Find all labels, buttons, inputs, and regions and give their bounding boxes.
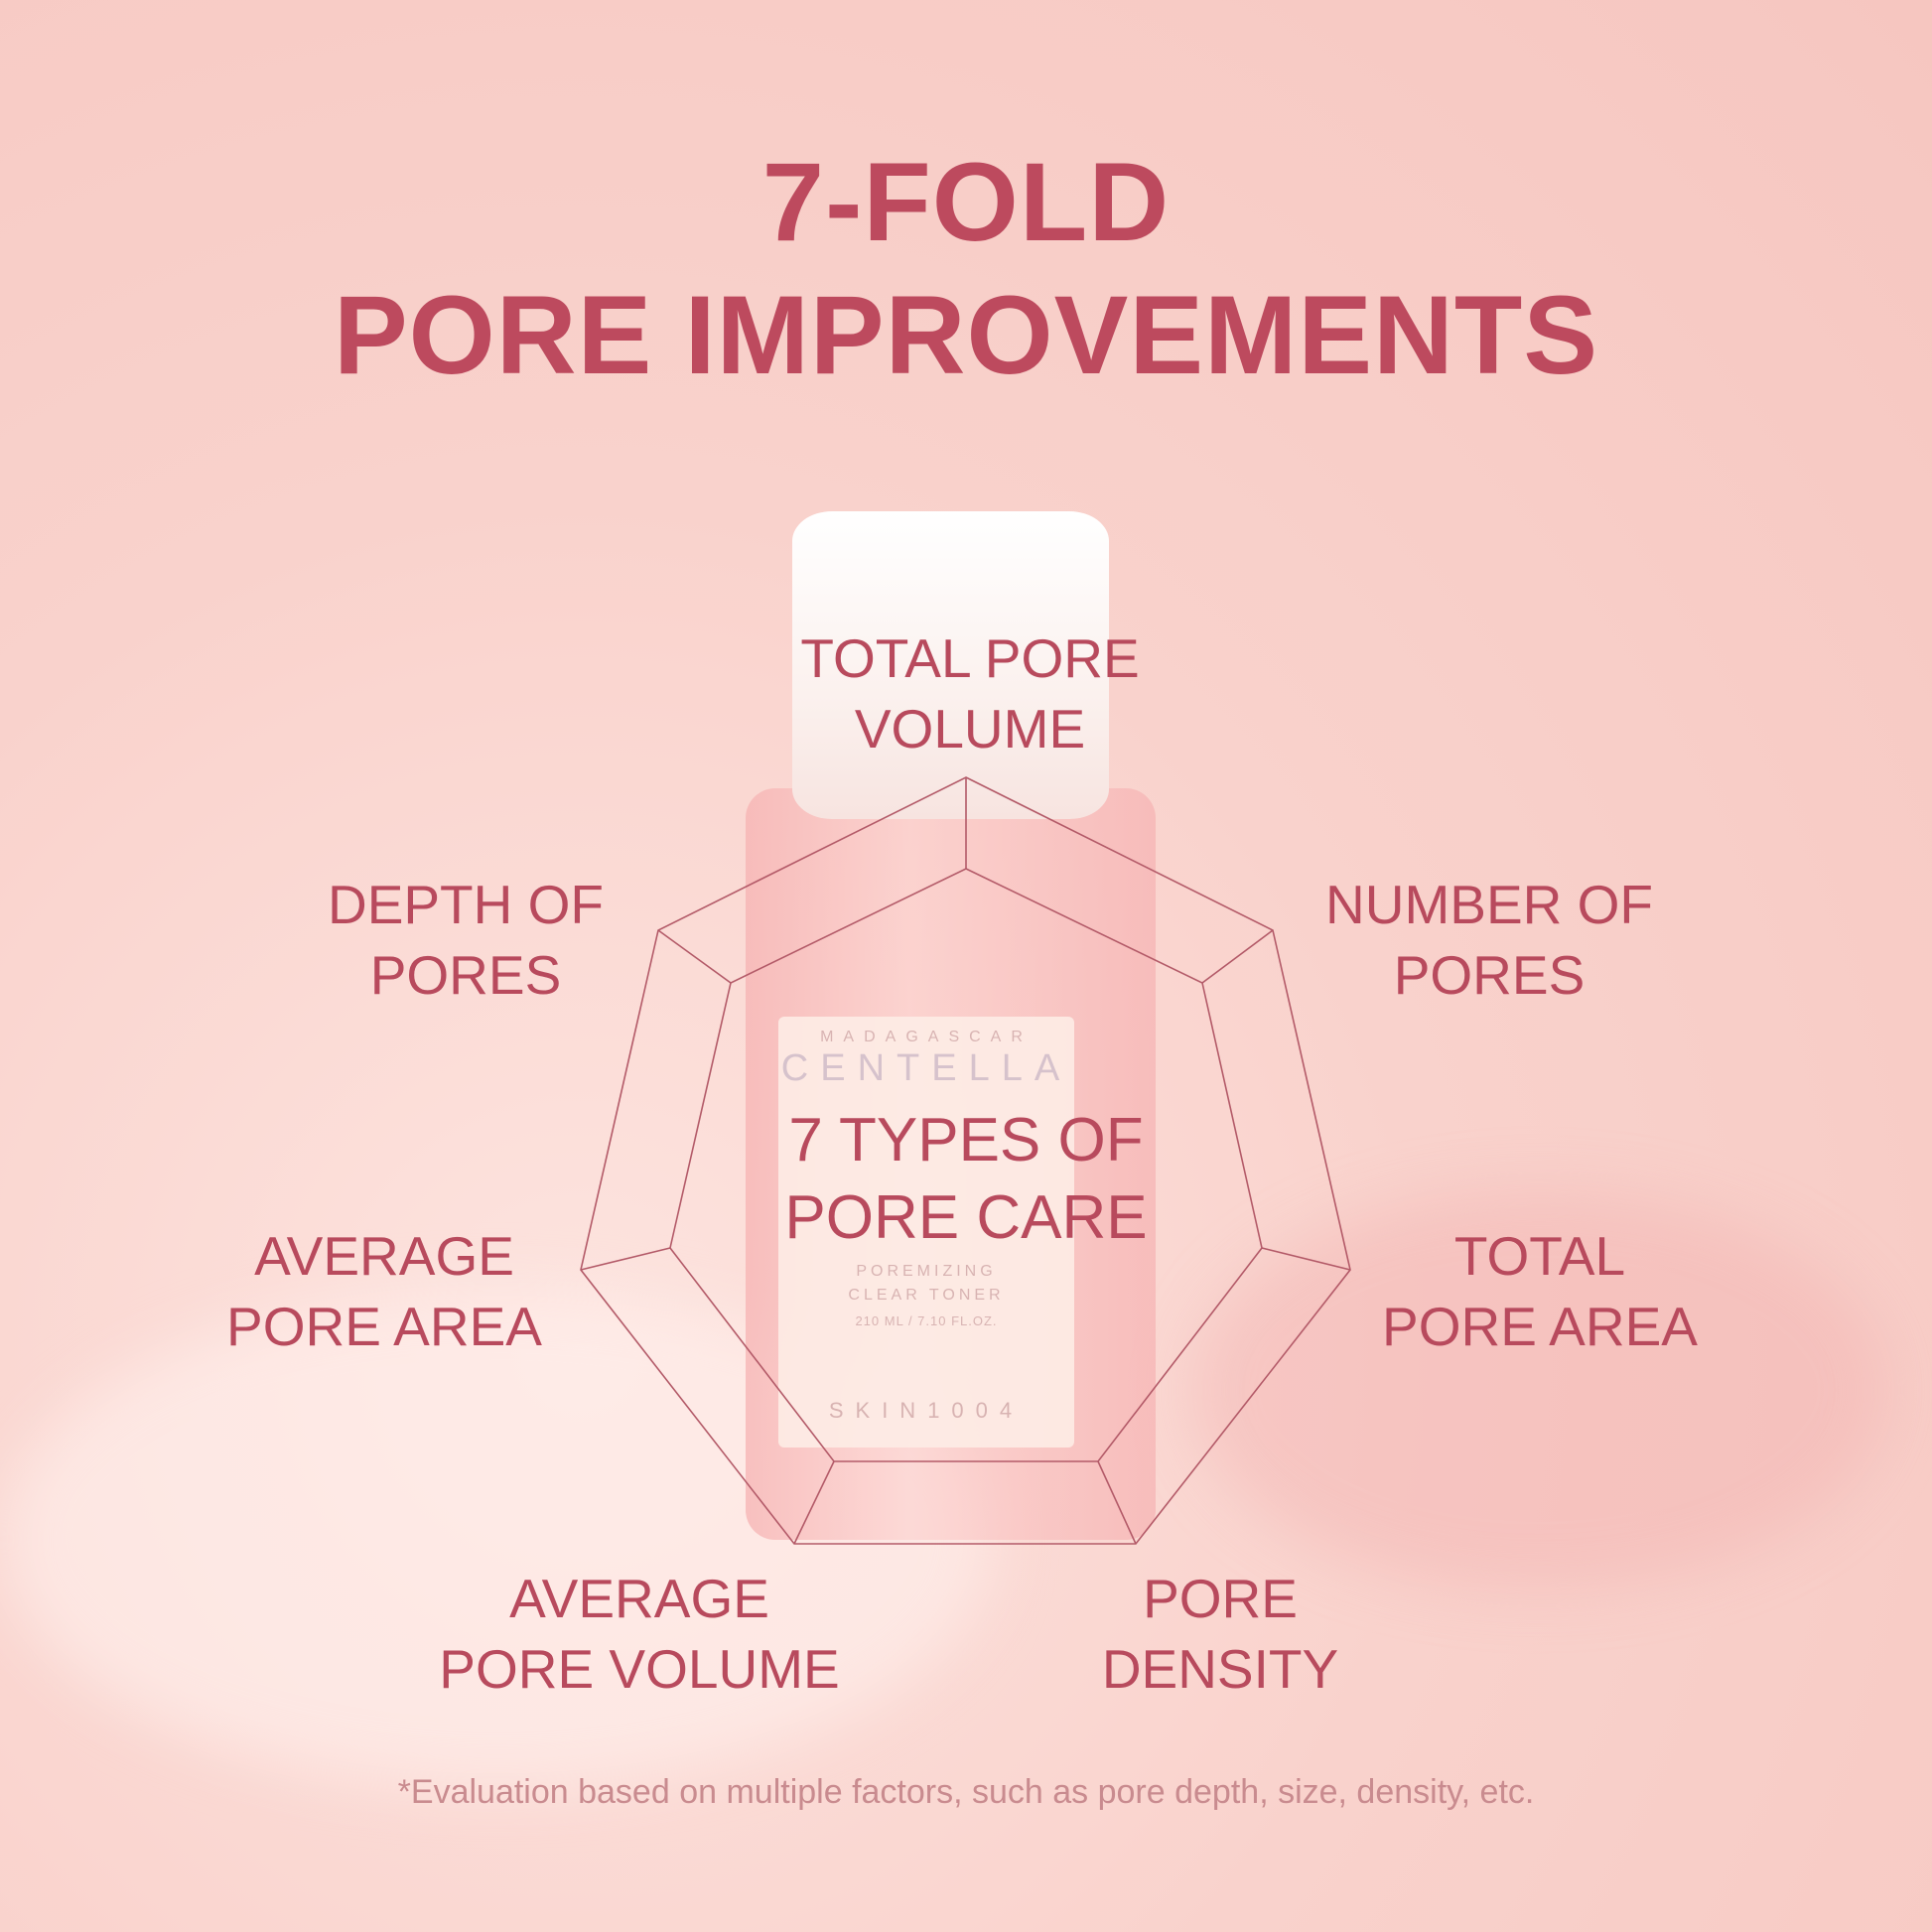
label-name: CENTELLA: [780, 1047, 1072, 1089]
label-brand: SKIN1004: [828, 1398, 1025, 1423]
heptagon-facet-line: [1097, 1460, 1137, 1545]
background-fabric: [1191, 1191, 1886, 1588]
label-average-pore-volume: AVERAGE PORE VOLUME: [439, 1568, 840, 1700]
heptagon-facet-line: [1261, 1247, 1351, 1271]
label-average-pore-area: AVERAGE PORE AREA: [226, 1225, 542, 1357]
title-line-2: PORE IMPROVEMENTS: [333, 273, 1599, 397]
heptagon-facet-line: [793, 1460, 835, 1545]
heptagon-facet-line: [1201, 929, 1274, 984]
heptagon-outer: [580, 776, 1351, 1545]
label-pore-density: PORE DENSITY: [1101, 1568, 1339, 1700]
bottle-cap: [792, 511, 1109, 819]
label-depth-of-pores: DEPTH OF PORES: [327, 874, 605, 1006]
heptagon-facet-line: [657, 929, 732, 984]
label-type2: CLEAR TONER: [848, 1287, 1005, 1304]
product-label: MADAGASCAR CENTELLA POREMIZING CLEAR TON…: [778, 1017, 1074, 1448]
title-line-1: 7-FOLD: [761, 140, 1171, 264]
heptagon-facet-line: [580, 1247, 671, 1271]
label-type1: POREMIZING: [856, 1263, 997, 1280]
label-total-pore-volume: TOTAL PORE VOLUME: [800, 627, 1140, 759]
heptagon-inner: [669, 868, 1263, 1462]
label-volume: 210 ML / 7.10 FL.OZ.: [855, 1313, 998, 1328]
label-total-pore-area: TOTAL PORE AREA: [1382, 1225, 1698, 1357]
footnote: *Evaluation based on multiple factors, s…: [397, 1773, 1535, 1811]
center-text: 7 TYPES OF PORE CARE: [784, 1106, 1148, 1252]
label-number-of-pores: NUMBER OF PORES: [1325, 874, 1653, 1006]
label-origin: MADAGASCAR: [820, 1029, 1033, 1045]
